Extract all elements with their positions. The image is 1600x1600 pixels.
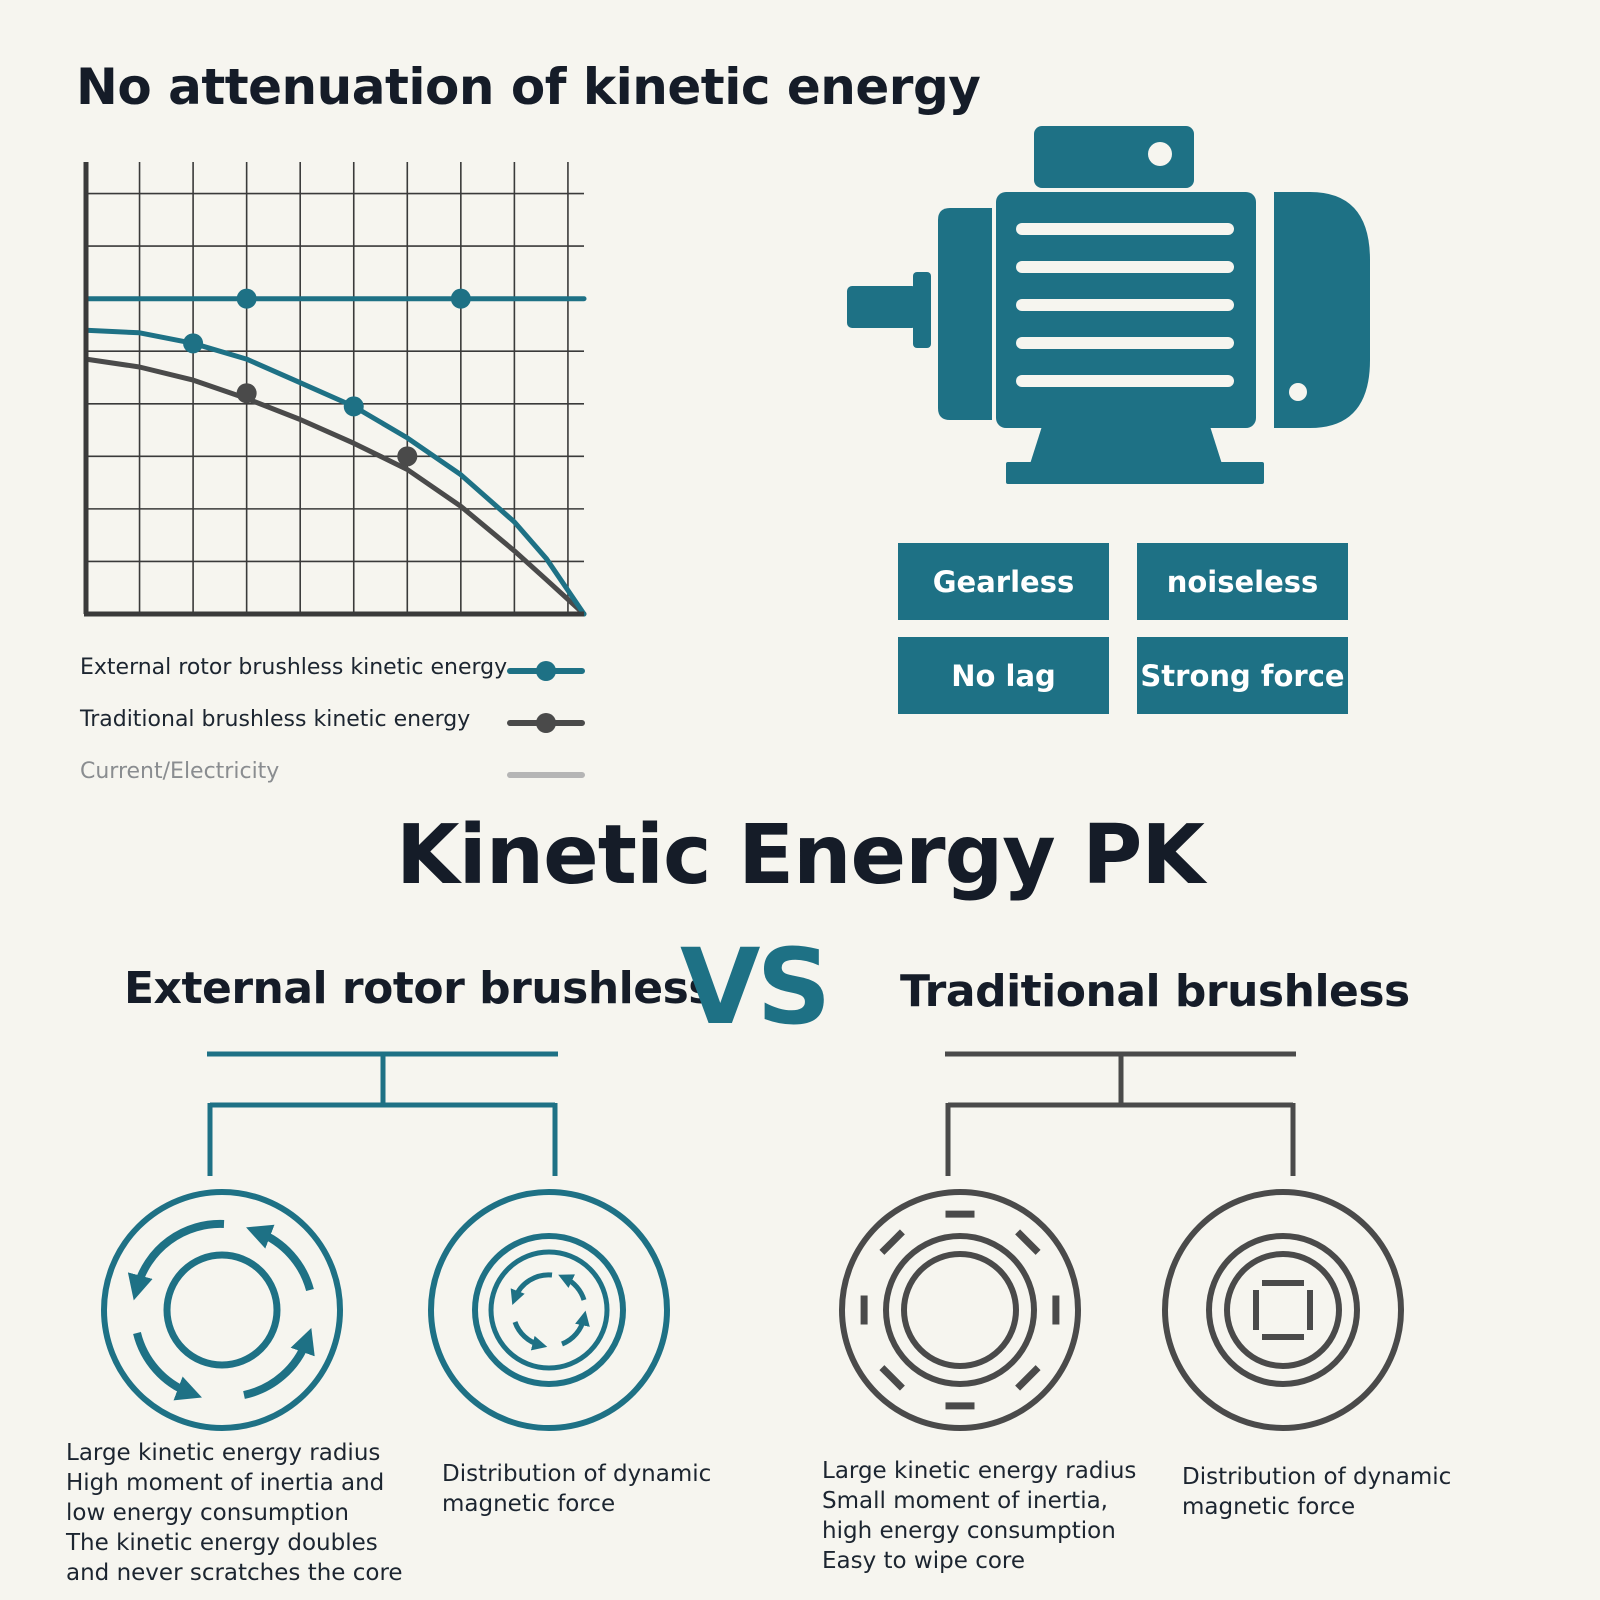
feature-badge-gearless: Gearless bbox=[898, 543, 1109, 620]
stator-segment bbox=[879, 1365, 905, 1391]
description-line: high energy consumption bbox=[822, 1518, 1116, 1544]
series-traditional-line bbox=[83, 356, 587, 617]
kinetic-energy-chart bbox=[83, 162, 587, 778]
description-line: The kinetic energy doubles bbox=[66, 1530, 378, 1556]
legend-label-external: External rotor brushless kinetic energy bbox=[80, 655, 508, 680]
description-line: Distribution of dynamic bbox=[442, 1461, 712, 1487]
right-heading: Traditional brushless bbox=[900, 966, 1410, 1017]
description-line: and never scratches the core bbox=[66, 1560, 403, 1586]
feature-badge-strong-force: Strong force bbox=[1137, 637, 1348, 714]
vs-label: VS bbox=[680, 926, 831, 1048]
chart-series-group bbox=[83, 288, 587, 617]
description-line: low energy consumption bbox=[66, 1500, 349, 1526]
traditional-magnetic-description: Distribution of dynamic magnetic force bbox=[1182, 1462, 1451, 1522]
description-line: magnetic force bbox=[1182, 1494, 1356, 1520]
chart-title: No attenuation of kinetic energy bbox=[76, 58, 981, 116]
legend-swatches bbox=[507, 661, 585, 778]
stator-segment bbox=[1015, 1365, 1041, 1391]
external-radius-description: Large kinetic energy radius High moment … bbox=[66, 1438, 403, 1588]
data-point-marker bbox=[183, 333, 204, 354]
description-line: High moment of inertia and bbox=[66, 1470, 385, 1496]
feature-badge-noiseless: noiseless bbox=[1137, 543, 1348, 620]
data-point-marker bbox=[450, 288, 471, 309]
left-tree-connector bbox=[207, 1051, 558, 1176]
data-point-marker bbox=[343, 396, 364, 417]
data-point-marker bbox=[397, 446, 418, 467]
section-title: Kinetic Energy PK bbox=[396, 808, 1205, 903]
description-line: Large kinetic energy radius bbox=[66, 1440, 381, 1466]
legend-label-current: Current/Electricity bbox=[80, 759, 280, 784]
description-line: Small moment of inertia, bbox=[822, 1488, 1108, 1514]
legend-swatch-marker bbox=[536, 661, 556, 681]
right-tree-connector bbox=[945, 1051, 1296, 1176]
motor-icon bbox=[847, 126, 1370, 484]
description-line: Large kinetic energy radius bbox=[822, 1458, 1137, 1484]
description-line: Easy to wipe core bbox=[822, 1548, 1026, 1574]
description-line: magnetic force bbox=[442, 1491, 616, 1517]
description-line: Distribution of dynamic bbox=[1182, 1464, 1452, 1490]
left-heading: External rotor brushless bbox=[124, 963, 714, 1014]
external-magnetic-description: Distribution of dynamic magnetic force bbox=[442, 1459, 711, 1519]
data-point-marker bbox=[236, 383, 257, 404]
traditional-radius-description: Large kinetic energy radius Small moment… bbox=[822, 1456, 1136, 1576]
data-point-marker bbox=[236, 288, 257, 309]
external-magnetic-force-icon bbox=[428, 1189, 670, 1431]
traditional-magnetic-force-icon bbox=[1162, 1189, 1404, 1431]
stator-segment bbox=[879, 1229, 905, 1255]
stator-segment bbox=[1015, 1229, 1041, 1255]
chart-axes bbox=[83, 162, 584, 617]
traditional-rotor-radius-icon bbox=[839, 1189, 1081, 1431]
feature-badge-no-lag: No lag bbox=[898, 637, 1109, 714]
external-rotor-radius-icon bbox=[101, 1189, 343, 1431]
legend-swatch-marker bbox=[536, 713, 556, 733]
legend-label-traditional: Traditional brushless kinetic energy bbox=[80, 707, 471, 732]
